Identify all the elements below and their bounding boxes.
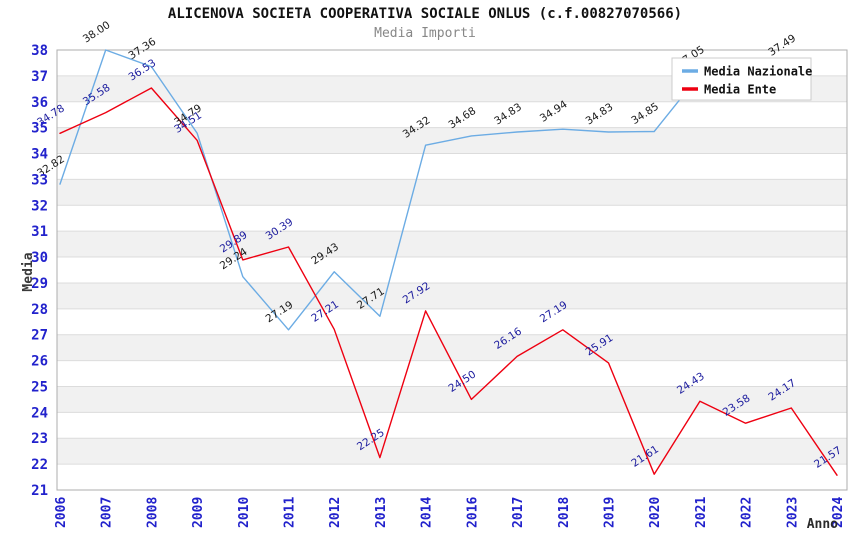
legend-label: Media Ente [704, 83, 776, 97]
chart-title: ALICENOVA SOCIETA COOPERATIVA SOCIALE ON… [167, 6, 683, 22]
x-tick-label: 2019 [603, 497, 618, 528]
plot-band [57, 179, 847, 206]
y-tick-label: 22 [31, 457, 48, 473]
x-tick-label: 2007 [100, 497, 115, 528]
y-tick-label: 28 [31, 302, 48, 318]
plot-band [57, 231, 847, 258]
plot-band [57, 127, 847, 154]
x-axis-tick-labels: 2006 2007 2008 2009 2010 2011 2012 2013 2014 2016… [54, 497, 846, 528]
x-tick-label: 2010 [237, 497, 252, 528]
y-tick-label: 21 [31, 483, 48, 499]
y-tick-label: 31 [31, 224, 48, 240]
data-label: 34.85 [629, 101, 661, 127]
series-line-media-ente [59, 87, 838, 476]
legend-label: Media Nazionale [704, 65, 812, 79]
data-label: 34.83 [492, 101, 524, 127]
x-tick-label: 2011 [283, 497, 298, 528]
x-tick-label: 2014 [420, 497, 435, 528]
x-tick-label: 2024 [831, 497, 846, 528]
y-tick-label: 23 [31, 431, 48, 447]
x-tick-label: 2021 [694, 497, 709, 528]
x-tick-label: 2012 [328, 497, 343, 528]
y-tick-label: 26 [31, 354, 48, 370]
y-tick-label: 30 [31, 250, 48, 266]
y-tick-label: 35 [31, 121, 48, 137]
legend-box [671, 57, 812, 101]
x-tick-label: 2020 [648, 497, 663, 528]
plot-band [57, 334, 847, 361]
data-label: 34.83 [584, 101, 616, 127]
plot-bands [57, 75, 847, 465]
x-tick-label: 2017 [511, 497, 526, 528]
y-tick-label: 25 [31, 379, 48, 395]
y-axis-title: Media [21, 252, 36, 291]
chart-subtitle: Media Importi [374, 26, 476, 41]
y-tick-label: 37 [31, 69, 48, 85]
plot-band [57, 438, 847, 465]
y-tick-label: 32 [31, 198, 48, 214]
y-tick-label: 29 [31, 276, 48, 292]
x-tick-label: 2013 [374, 497, 389, 528]
y-tick-label: 36 [31, 95, 48, 111]
x-axis-title: Anno [807, 517, 838, 532]
plot-border [56, 49, 848, 491]
x-tick-label: 2018 [557, 497, 572, 528]
y-tick-label: 33 [31, 172, 48, 188]
x-tick-label: 2023 [785, 497, 800, 528]
series-line-media-nazionale [59, 49, 792, 331]
plot-band [57, 282, 847, 309]
x-tick-label: 2016 [465, 497, 480, 528]
y-axis-tick-labels: 21 22 23 24 25 26 27 28 29 30 31 32 33 34 35 36 37 38 [31, 43, 48, 499]
x-tick-label: 2022 [740, 497, 755, 528]
y-tick-label: 38 [31, 43, 48, 59]
x-tick-label: 2009 [191, 497, 206, 528]
y-tick-label: 34 [31, 147, 48, 163]
legend-item-media-nazionale: Media Nazionale [682, 65, 812, 79]
x-tick-label: 2008 [145, 497, 160, 528]
x-tick-label: 2006 [54, 497, 69, 528]
legend: Media Nazionale Media Ente [671, 57, 812, 101]
y-tick-label: 27 [31, 328, 48, 344]
legend-item-media-ente: Media Ente [682, 83, 776, 97]
y-tick-label: 24 [31, 405, 48, 421]
